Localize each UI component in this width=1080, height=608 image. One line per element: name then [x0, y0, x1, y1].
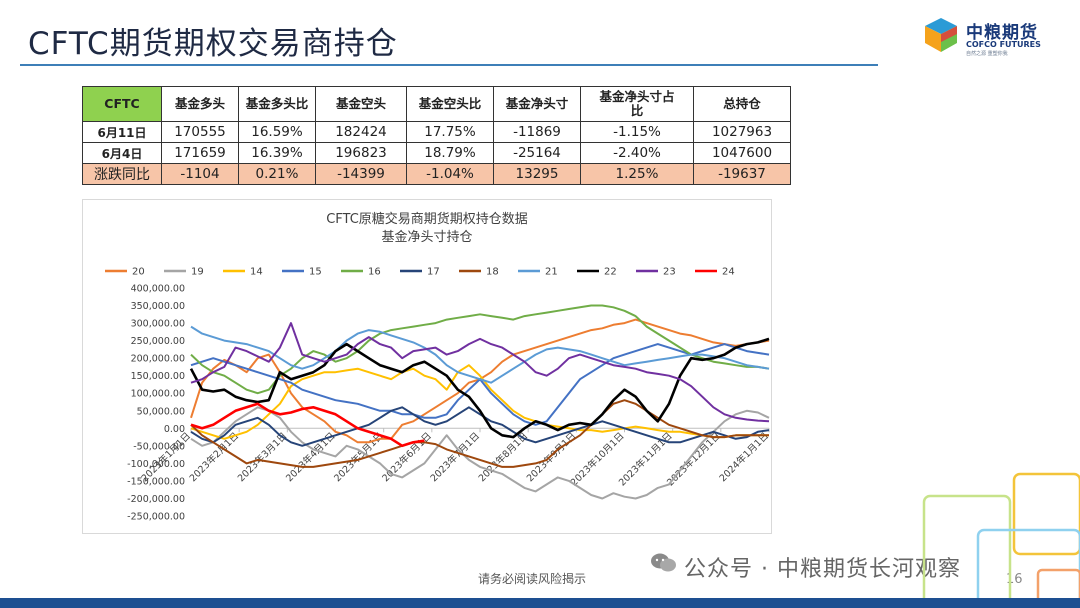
table-cell: 1.25% [580, 163, 694, 185]
y-tick-label: -100,000.00 [127, 459, 185, 470]
table-cell: 1047600 [693, 142, 791, 164]
legend-label: 24 [722, 267, 735, 278]
footer-bar [0, 598, 1080, 608]
table-header-cell: 总持仓 [693, 86, 791, 122]
x-tick-label: 2023年3月1日 [235, 430, 289, 484]
table-cell: 16.59% [238, 121, 316, 143]
table-cell: 17.75% [406, 121, 494, 143]
wechat-icon [651, 553, 676, 572]
x-tick-label: 2023年5月1日 [332, 430, 386, 484]
series-line-18 [190, 399, 769, 468]
table-cell: 171659 [161, 142, 239, 164]
cube-logo-icon [925, 18, 957, 52]
logo-name-cn: 中粮期货 [966, 23, 1038, 43]
y-tick-label: 100,000.00 [131, 389, 185, 400]
title-divider [20, 64, 878, 66]
y-tick-label: -150,000.00 [127, 476, 185, 487]
legend-label: 19 [191, 267, 204, 278]
legend-label: 23 [663, 267, 676, 278]
table-cell: 16.39% [238, 142, 316, 164]
table-cell: 0.21% [238, 163, 316, 185]
series-lines [189, 304, 770, 500]
chart-subtitle: 基金净头寸持仓 [381, 229, 472, 245]
table-row: 6月11日 170555 16.59% 182424 17.75% -11869… [82, 121, 791, 143]
y-tick-label: 400,000.00 [131, 284, 185, 295]
legend-label: 15 [309, 267, 322, 278]
y-tick-label: -200,000.00 [127, 494, 185, 505]
y-tick-label: 200,000.00 [131, 354, 185, 365]
logo-name-en: COFCO FUTURES [966, 40, 1041, 49]
y-tick-label: -50,000.00 [133, 441, 185, 452]
table-cell: -2.40% [580, 142, 694, 164]
logo-tagline: 自然之源 重塑你我 [966, 51, 1008, 57]
company-logo: 中粮期货 COFCO FUTURES 自然之源 重塑你我 [918, 14, 1058, 58]
y-tick-label: 0.00 [164, 424, 185, 435]
table-header-cell: 基金空头 [315, 86, 407, 122]
table-cell: -14399 [315, 163, 407, 185]
y-tick-label: 250,000.00 [131, 336, 185, 347]
net-position-chart: CFTC原糖交易商期货期权持仓数据 基金净头寸持仓 20 19 14 15 16 17 18… [82, 199, 772, 534]
legend-label: 22 [604, 267, 617, 278]
series-line-24 [190, 402, 425, 448]
table-cell: -1104 [161, 163, 239, 185]
table-header-row: CFTC 基金多头 基金多头比 基金空头 基金空头比 基金净头寸 基金净头寸占比… [82, 86, 791, 122]
y-tick-label: 150,000.00 [131, 371, 185, 382]
table-cell: -19637 [693, 163, 791, 185]
table-header-cell: 基金多头 [161, 86, 239, 122]
table-cell: -25164 [493, 142, 581, 164]
table-cell: 182424 [315, 121, 407, 143]
watermark-text: 公众号 · 中粮期货长河观察 [684, 557, 961, 582]
legend-label: 17 [427, 267, 440, 278]
legend-label: 14 [250, 267, 263, 278]
y-tick-label: 300,000.00 [131, 319, 185, 330]
x-tick-label: 2023年2月1日 [187, 430, 241, 484]
table-row: 6月4日 171659 16.39% 196823 18.79% -25164 … [82, 142, 791, 164]
table-cell: 13295 [493, 163, 581, 185]
series-line-19 [190, 406, 770, 500]
legend-label: 16 [368, 267, 381, 278]
page-title: CFTC期货期权交易商持仓 [28, 26, 398, 62]
series-line-17 [190, 406, 770, 447]
x-axis: 2023年1月1日2023年2月1日2023年3月1日2023年4月1日2023… [139, 427, 771, 489]
table-header-cell: 基金净头寸 [493, 86, 581, 122]
table-cell: 1027963 [693, 121, 791, 143]
table-cell: 196823 [315, 142, 407, 164]
table-cell: 170555 [161, 121, 239, 143]
row-label: 6月11日 [82, 121, 162, 143]
series-line-14 [190, 364, 769, 440]
y-tick-label: 50,000.00 [137, 406, 185, 417]
table-cell: -11869 [493, 121, 581, 143]
chart-svg: CFTC原糖交易商期货期权持仓数据 基金净头寸持仓 20 19 14 15 16 17 18… [105, 211, 771, 523]
row-label: 涨跌同比 [82, 163, 162, 185]
series-line-21 [190, 325, 770, 384]
table-cell: 18.79% [406, 142, 494, 164]
legend-label: 20 [132, 267, 145, 278]
table-row-change: 涨跌同比 -1104 0.21% -14399 -1.04% 13295 1.2… [82, 163, 791, 185]
cftc-positions-table: CFTC 基金多头 基金多头比 基金空头 基金空头比 基金净头寸 基金净头寸占比… [82, 86, 791, 185]
table-header-cell: 基金空头比 [406, 86, 494, 122]
table-cell: -1.15% [580, 121, 694, 143]
legend-label: 18 [486, 267, 499, 278]
y-axis: 400,000.00 350,000.00 300,000.00 250,000.00… [127, 284, 185, 523]
row-label: 6月4日 [82, 142, 162, 164]
risk-disclosure-footer: 请务必阅读风险揭示 [478, 572, 587, 586]
chart-legend: 20 19 14 15 16 17 18 21 22 23 24 [105, 267, 735, 278]
decorative-frames [922, 472, 1080, 608]
series-line-22 [189, 337, 770, 439]
table-header-cell: 基金净头寸占比 [580, 86, 694, 122]
table-corner-cell: CFTC [82, 86, 162, 122]
table-cell: -1.04% [406, 163, 494, 185]
table-header-cell: 基金多头比 [238, 86, 316, 122]
y-tick-label: -250,000.00 [127, 512, 185, 523]
series-line-16 [190, 304, 770, 395]
legend-label: 21 [545, 267, 558, 278]
series-line-23 [190, 322, 770, 423]
y-tick-label: 350,000.00 [131, 301, 185, 312]
chart-title: CFTC原糖交易商期货期权持仓数据 [326, 211, 528, 227]
